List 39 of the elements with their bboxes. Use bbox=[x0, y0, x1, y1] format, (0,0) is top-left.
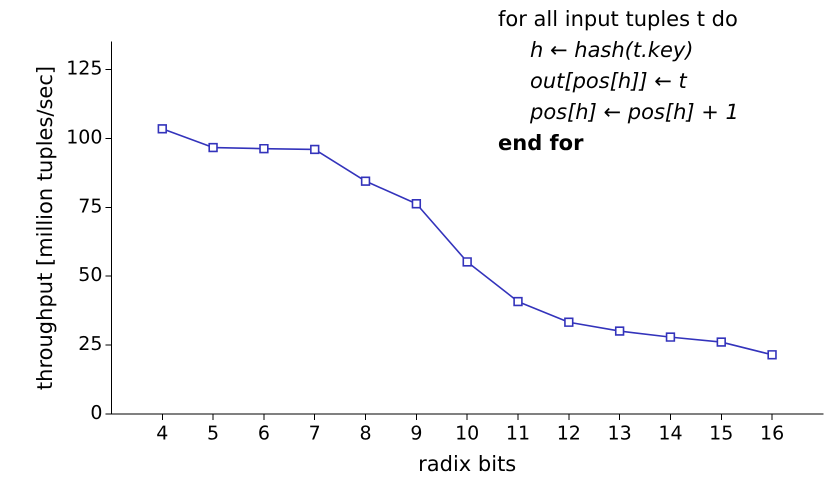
point bbox=[412, 199, 422, 208]
x-tick-label: 4 bbox=[156, 422, 168, 444]
x-tick-label: 10 bbox=[455, 422, 480, 444]
point bbox=[360, 176, 370, 186]
x-tick-label: 5 bbox=[207, 422, 220, 444]
point bbox=[310, 144, 320, 154]
annotation: h ← hash(t.key) bbox=[529, 37, 694, 64]
annotation: end for bbox=[498, 130, 584, 157]
point bbox=[462, 257, 472, 267]
point bbox=[716, 337, 726, 347]
annotation: out[pos[h]] ← t bbox=[529, 68, 688, 95]
y-tick-label: 125 bbox=[66, 57, 102, 80]
point bbox=[208, 142, 218, 152]
x-tick-label: 6 bbox=[258, 422, 270, 444]
y-tick-label: 0 bbox=[90, 402, 102, 424]
point bbox=[767, 350, 777, 360]
x-axis-title: radix bits bbox=[418, 452, 516, 476]
x-tick-label: 8 bbox=[360, 422, 372, 444]
y-axis-title: throughput [million tuples/sec] bbox=[33, 66, 58, 390]
point bbox=[614, 326, 624, 336]
x-tick-label: 16 bbox=[760, 422, 784, 444]
x-tick-label: 9 bbox=[410, 422, 422, 444]
x-tick-label: 7 bbox=[308, 422, 321, 444]
y-tick-label: 25 bbox=[78, 333, 102, 356]
x-tick-label: 12 bbox=[556, 422, 581, 444]
point bbox=[513, 296, 523, 306]
x-tick-label: 14 bbox=[658, 422, 683, 444]
x-tick-label: 11 bbox=[506, 422, 530, 444]
point bbox=[259, 144, 269, 154]
y-tick-label: 50 bbox=[78, 264, 102, 286]
y-tick-label: 100 bbox=[66, 126, 102, 148]
point bbox=[158, 124, 167, 134]
x-tick-label: 13 bbox=[608, 422, 632, 444]
point bbox=[666, 332, 676, 342]
y-tick-label: 75 bbox=[78, 195, 102, 218]
annotation: pos[h] ← pos[h] + 1 bbox=[529, 99, 739, 126]
text: for all input tuples t do bbox=[498, 6, 739, 33]
point bbox=[564, 318, 574, 327]
x-tick-label: 15 bbox=[709, 422, 734, 444]
